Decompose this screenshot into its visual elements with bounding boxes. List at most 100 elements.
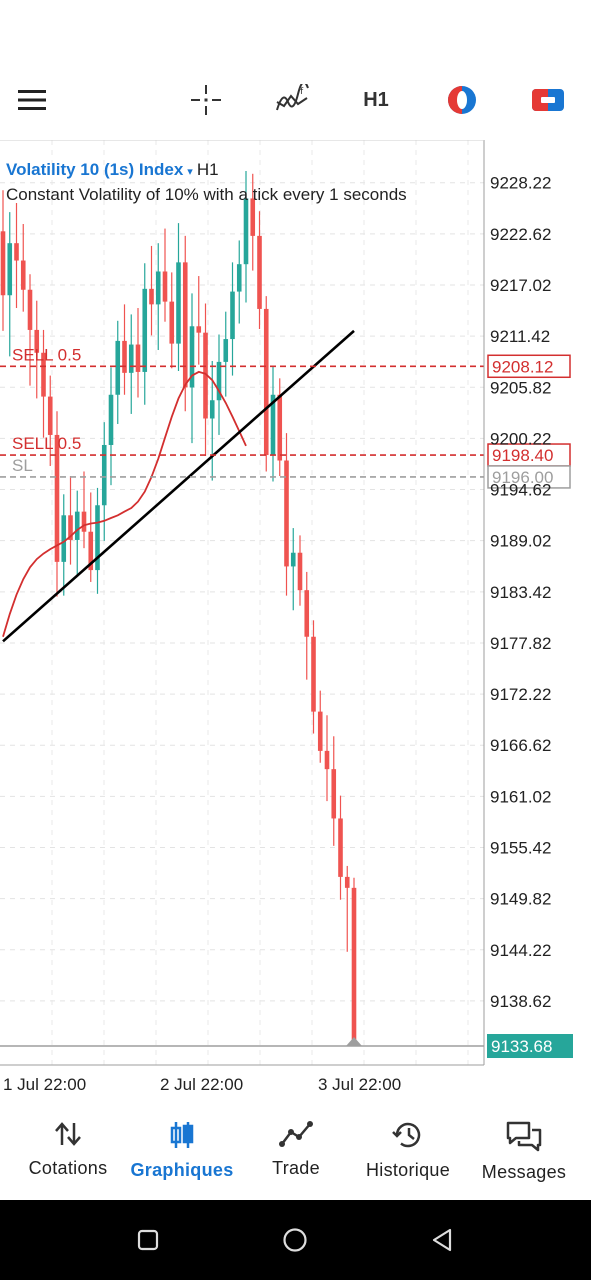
trade-chart-icon	[279, 1121, 313, 1147]
y-tick-label: 9144.22	[490, 941, 551, 960]
candle-body	[176, 262, 181, 344]
candle-body	[101, 444, 107, 506]
candle-body	[297, 552, 303, 591]
chart-toolbar: f H1	[0, 60, 591, 140]
menu-icon[interactable]	[6, 74, 58, 126]
symbol-header[interactable]: Volatility 10 (1s) Index ▾ H1	[6, 160, 219, 180]
back-icon[interactable]	[428, 1226, 456, 1254]
candle-body	[74, 511, 80, 540]
candle-body	[311, 636, 316, 712]
candle-body	[27, 289, 33, 330]
candle-body	[236, 264, 242, 292]
candle-body	[34, 329, 40, 353]
order-price-label: 9196.00	[492, 468, 553, 487]
messages-icon	[506, 1121, 542, 1152]
y-tick-label: 9189.02	[490, 532, 551, 551]
order-price-tag	[487, 465, 571, 489]
candle-body	[41, 352, 46, 397]
nav-cotations[interactable]: Cotations	[18, 1120, 118, 1196]
timeframe-selector[interactable]: H1	[350, 74, 402, 126]
moving-average-line	[2, 370, 247, 637]
nav-graphiques[interactable]: Graphiques	[124, 1120, 240, 1196]
order-label: SL	[12, 456, 33, 475]
y-tick-label: 9149.82	[490, 890, 551, 909]
candle-body	[149, 288, 154, 305]
candle-body	[338, 818, 343, 877]
nav-messages[interactable]: Messages	[472, 1120, 576, 1196]
y-tick-label: 9211.42	[490, 327, 550, 346]
candle-body	[290, 552, 296, 567]
y-tick-label: 9205.82	[490, 378, 551, 397]
charts-icon	[170, 1122, 194, 1148]
candle-body	[14, 243, 19, 261]
candle-body	[324, 750, 330, 770]
nav-label-trade: Trade	[272, 1158, 320, 1178]
current-price-label: 9133.68	[491, 1037, 552, 1056]
crosshair-icon[interactable]	[180, 74, 232, 126]
y-tick-label: 9194.62	[490, 481, 551, 500]
order-price-label: 9208.12	[492, 357, 553, 376]
indicators-icon[interactable]: f	[266, 74, 318, 126]
color-theme-icon[interactable]	[436, 74, 488, 126]
candle-body	[257, 235, 262, 309]
trade-icon[interactable]	[522, 74, 574, 126]
order-label: SELL 0.5	[12, 345, 81, 364]
candle-body	[351, 887, 357, 1046]
symbol-dropdown-icon[interactable]: ▾	[187, 166, 193, 178]
y-tick-label: 9228.22	[490, 174, 551, 193]
candle-body	[203, 332, 208, 419]
symbol-description: Constant Volatility of 10% with a tick e…	[6, 185, 407, 204]
history-icon	[392, 1122, 421, 1148]
svg-text:f: f	[300, 87, 304, 97]
candle-body	[162, 271, 168, 302]
home-icon[interactable]	[281, 1226, 309, 1254]
candle-body	[155, 271, 161, 305]
trend-line[interactable]	[2, 329, 355, 643]
order-label: SELL 0.5	[12, 434, 81, 453]
candle-body	[142, 288, 148, 372]
nav-label-graphiques: Graphiques	[130, 1160, 234, 1180]
candle-body	[230, 291, 235, 340]
candle-body	[263, 308, 269, 456]
order-price-label: 9198.40	[492, 446, 553, 465]
y-tick-label: 9166.62	[490, 736, 551, 755]
nav-historique[interactable]: Historique	[356, 1120, 460, 1196]
candle-body	[250, 198, 256, 236]
candle-body	[122, 340, 127, 373]
y-tick-label: 9200.22	[490, 429, 551, 448]
candle-body	[182, 262, 188, 388]
y-tick-label: 9217.02	[490, 276, 551, 295]
candle-body	[317, 711, 323, 751]
candle-body	[128, 344, 134, 373]
y-tick-label: 9155.42	[490, 838, 551, 857]
candle-body	[95, 505, 100, 571]
timeframe-label: H1	[363, 88, 389, 111]
candle-body	[20, 260, 26, 290]
x-tick-label: 2 Jul 22:00	[160, 1075, 243, 1094]
recent-apps-icon[interactable]	[134, 1226, 162, 1254]
nav-label-messages: Messages	[481, 1162, 567, 1182]
symbol-name[interactable]: Volatility 10 (1s) Index	[6, 160, 184, 179]
y-tick-label: 9177.82	[490, 634, 551, 653]
candle-body	[209, 400, 215, 419]
candle-body	[189, 326, 195, 388]
candle-body	[196, 326, 202, 333]
order-price-tag	[487, 354, 571, 379]
bottom-navigation: Cotations Graphiques Trade Historique Me…	[0, 1100, 591, 1200]
candle-body	[0, 231, 6, 296]
quotes-icon	[55, 1122, 81, 1146]
candle-body	[304, 590, 310, 637]
y-tick-label: 9172.22	[490, 685, 551, 704]
candle-body	[216, 361, 222, 401]
candle-body	[61, 515, 67, 562]
nav-label-cotations: Cotations	[28, 1158, 108, 1178]
system-navigation-bar	[0, 1200, 591, 1280]
current-price-tag	[487, 1034, 573, 1059]
price-chart[interactable]: SELL 0.5 9208.12 SELL 0.5 9198.40 SL 9196.00 9…	[0, 140, 591, 1100]
x-tick-label: 1 Jul 22:00	[3, 1075, 86, 1094]
candle-body	[270, 394, 276, 456]
candle-body	[169, 301, 175, 344]
candle-body	[81, 511, 87, 532]
nav-trade[interactable]: Trade	[246, 1120, 346, 1196]
